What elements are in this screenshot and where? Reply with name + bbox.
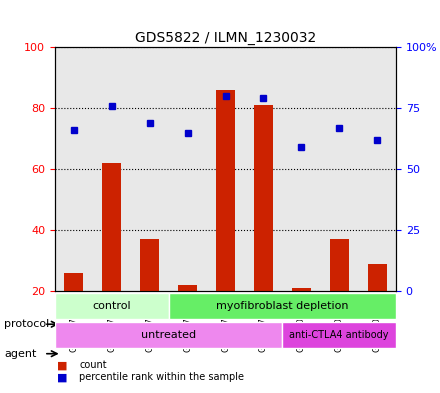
Bar [178, 285, 197, 291]
Bar [65, 273, 84, 291]
Bar [367, 264, 386, 291]
Bar [206, 47, 245, 291]
Bar [358, 47, 396, 291]
Text: ■: ■ [57, 372, 68, 382]
Bar [292, 288, 311, 291]
FancyBboxPatch shape [169, 293, 396, 319]
Bar [55, 47, 93, 291]
Bar [216, 90, 235, 291]
Text: agent: agent [4, 349, 37, 359]
Text: control: control [92, 301, 131, 311]
Bar [140, 239, 159, 291]
Text: percentile rank within the sample: percentile rank within the sample [79, 372, 244, 382]
Bar [330, 239, 348, 291]
Bar [282, 47, 320, 291]
FancyBboxPatch shape [282, 322, 396, 348]
Title: GDS5822 / ILMN_1230032: GDS5822 / ILMN_1230032 [135, 31, 316, 45]
Text: anti-CTLA4 antibody: anti-CTLA4 antibody [290, 330, 389, 340]
FancyBboxPatch shape [55, 322, 282, 348]
Bar [245, 47, 282, 291]
Text: myofibroblast depletion: myofibroblast depletion [216, 301, 348, 311]
Bar [93, 47, 131, 291]
Text: protocol: protocol [4, 319, 50, 329]
Text: count: count [79, 360, 107, 371]
Text: ■: ■ [57, 360, 68, 371]
Bar [320, 47, 358, 291]
Bar [131, 47, 169, 291]
Bar [254, 105, 273, 291]
Bar [103, 163, 121, 291]
Text: untreated: untreated [141, 330, 196, 340]
FancyBboxPatch shape [55, 293, 169, 319]
Bar [169, 47, 206, 291]
